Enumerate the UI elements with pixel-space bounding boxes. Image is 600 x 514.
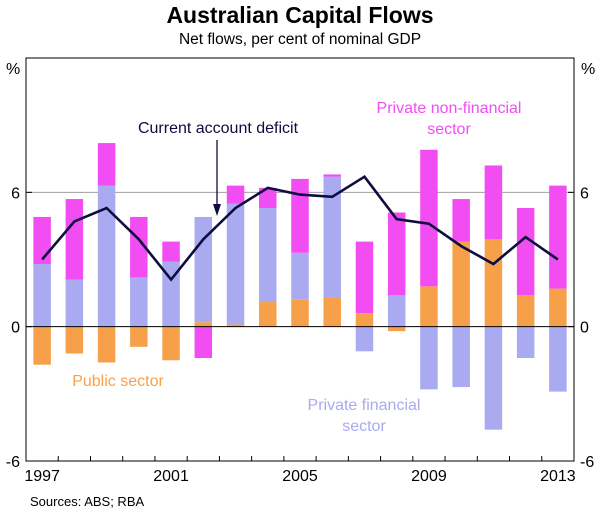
line-series [41,174,559,282]
current-account-arrowhead [213,204,221,216]
bar-public-2012 [516,295,535,327]
bar-private-financial-2011 [484,326,503,430]
bar-private-non-financial-2013 [549,185,567,289]
bar-private-financial-2006 [323,176,341,298]
bar-private-financial-2009 [420,326,438,390]
x-tick-1997: 1997 [24,468,60,485]
source-note: Sources: ABS; RBA [30,494,145,509]
bar-private-non-financial-2007 [355,241,374,314]
bar-private-non-financial-1998 [65,199,84,280]
bar-private-financial-2003 [226,203,245,325]
bar-public-1999 [97,326,116,363]
bar-private-financial-2005 [291,252,309,300]
bar-private-financial-2012 [516,326,535,359]
bar-public-2007 [355,313,374,327]
bar-public-2001 [162,326,180,361]
bar-public-2000 [130,326,148,347]
bar-private-non-financial-2003 [226,185,245,204]
bar-public-2006 [323,297,341,327]
chart-subtitle: Net flows, per cent of nominal GDP [178,31,422,48]
left-unit-label: % [6,61,20,78]
bar-private-financial-1997 [33,263,51,327]
bar-private-financial-1998 [65,279,84,327]
bar-private-non-financial-1997 [33,216,51,264]
x-tick-2001: 2001 [153,468,189,485]
chart-title: Australian Capital Flows [166,2,434,28]
bar-private-non-financial-2002 [194,326,213,359]
bar-public-1997 [33,326,51,365]
current-account-line [41,174,559,282]
bar-private-financial-2001 [162,261,180,327]
bar-private-non-financial-2000 [130,216,148,278]
y-tick-left-0: 0 [11,320,20,337]
bar-private-non-financial-2009 [420,149,438,287]
bar-private-non-financial-2012 [516,208,535,296]
bar-private-financial-2004 [259,208,277,303]
bar-public-2009 [420,286,438,327]
bar-private-non-financial-2005 [291,178,309,253]
bar-public-2002 [194,322,213,327]
bar-public-2010 [452,241,470,327]
bar-private-non-financial-2001 [162,241,180,262]
bar-private-financial-2000 [130,277,148,327]
bar-private-non-financial-2004 [259,187,277,209]
bar-private-financial-1999 [97,185,116,327]
y-tick-right--6: -6 [580,454,594,471]
y-tick-left--6: -6 [6,454,20,471]
bar-private-non-financial-2008 [387,212,406,296]
right-unit-label: % [581,61,595,78]
bar-public-2005 [291,299,309,327]
bar-public-1998 [65,326,84,354]
bar-public-2003 [226,324,245,327]
y-tick-left-6: 6 [11,185,20,202]
private-non-financial-label-line2: sector [427,121,471,138]
public-sector-label: Public sector [72,373,164,390]
bar-public-2011 [484,239,503,327]
bar-public-2004 [259,302,277,327]
bar-private-financial-2010 [452,326,470,388]
x-tick-2005: 2005 [282,468,318,485]
y-tick-right-6: 6 [580,185,589,202]
bar-public-2008 [387,326,406,332]
bar-private-non-financial-2010 [452,199,470,242]
bar-public-2013 [549,288,567,327]
private-financial-label-line2: sector [342,418,386,435]
annotations: Current account deficit Private non-fina… [72,100,521,435]
x-tick-2013: 2013 [540,468,576,485]
y-tick-right-0: 0 [580,320,589,337]
x-tick-2009: 2009 [411,468,447,485]
private-non-financial-label-line1: Private non-financial [377,100,522,117]
bar-private-non-financial-2006 [323,174,341,177]
private-financial-label-line1: Private financial [308,397,421,414]
bar-private-financial-2008 [387,295,406,327]
bar-private-non-financial-2011 [484,165,503,240]
current-account-label: Current account deficit [138,120,299,137]
bars [33,143,567,430]
axes: -6 -6 0 0 6 6 1997 2001 2005 2009 2013 [6,185,595,485]
bar-private-financial-2007 [355,326,374,352]
bar-private-financial-2013 [549,326,567,392]
bar-private-non-financial-1999 [97,143,116,186]
